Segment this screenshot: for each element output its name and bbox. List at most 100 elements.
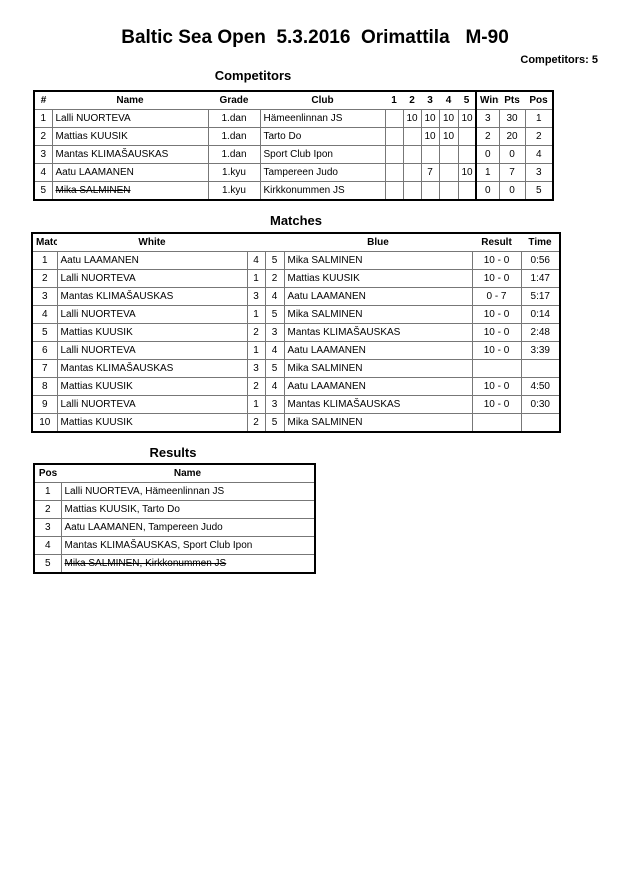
competitor-club: Sport Club Ipon (259, 145, 386, 164)
white-number: 3 (246, 359, 266, 378)
match-result: 10 - 0 (471, 269, 522, 288)
white-competitor: Lalli NUORTEVA (56, 305, 248, 324)
column-header: 5 (458, 91, 476, 110)
column-header: 1 (385, 91, 403, 110)
match-time: 2:48 (520, 323, 561, 342)
match-result: 10 - 0 (471, 305, 522, 324)
table-row: 4 Aatu LAAMANEN 1.kyu Tampereen Judo 7 10 1 7 3 (33, 163, 554, 182)
match-time: 0:56 (520, 251, 561, 270)
score-cell: 10 (420, 127, 440, 146)
competitor-club: Tarto Do (259, 127, 386, 146)
white-number: 1 (246, 305, 266, 324)
table-row: 10 Mattias KUUSIK 2 5 Mika SALMINEN (31, 413, 561, 433)
match-number: 2 (31, 269, 58, 288)
white-number: 2 (246, 413, 266, 433)
score-cell (384, 163, 404, 182)
table-row: 3 Mantas KLIMAŠAUSKAS 3 4 Aatu LAAMANEN 0 - 7… (31, 287, 561, 306)
position: 3 (524, 163, 554, 182)
competitor-grade: 1.dan (207, 109, 261, 128)
column-header: Time (521, 233, 560, 252)
competitor-grade: 1.dan (207, 145, 261, 164)
blue-number: 5 (264, 359, 285, 378)
white-number: 4 (246, 251, 266, 270)
score-cell (384, 181, 404, 201)
wins: 0 (475, 145, 500, 164)
table-row: 2 Mattias KUUSIK, Tarto Do (33, 500, 316, 519)
column-header: 2 (403, 91, 421, 110)
result-position: 2 (33, 500, 62, 519)
score-cell: 10 (457, 163, 477, 182)
table-row: 7 Mantas KLIMAŠAUSKAS 3 5 Mika SALMINEN (31, 359, 561, 378)
column-header: Name (52, 91, 208, 110)
wins: 0 (475, 181, 500, 201)
results-table: Pos Name 1 Lalli NUORTEVA, Hämeenlinnan JS 2… (33, 463, 316, 574)
match-time: 5:17 (520, 287, 561, 306)
blue-competitor: Mattias KUUSIK (283, 269, 473, 288)
column-header: Match (32, 233, 57, 252)
table-row: 8 Mattias KUUSIK 2 4 Aatu LAAMANEN 10 - 0 4:50 (31, 377, 561, 396)
points: 0 (498, 181, 526, 201)
match-number: 8 (31, 377, 58, 396)
column-header: Wins (475, 91, 499, 110)
white-competitor: Mattias KUUSIK (56, 323, 248, 342)
blue-competitor: Mika SALMINEN (283, 359, 473, 378)
match-number: 10 (31, 413, 58, 433)
score-cell (438, 181, 459, 201)
table-row: 5 Mattias KUUSIK 2 3 Mantas KLIMAŠAUSKAS 10 -… (31, 323, 561, 342)
score-cell (457, 181, 477, 201)
score-cell (384, 145, 404, 164)
points: 30 (498, 109, 526, 128)
table-row: 3 Mantas KLIMAŠAUSKAS 1.dan Sport Club Ipon… (33, 145, 554, 164)
score-cell (457, 127, 477, 146)
column-header: Club (260, 91, 385, 110)
blue-number: 4 (264, 287, 285, 306)
blue-number: 2 (264, 269, 285, 288)
match-result (471, 359, 522, 378)
white-number: 3 (246, 287, 266, 306)
column-header: 3 (421, 91, 439, 110)
table-row: 4 Mantas KLIMAŠAUSKAS, Sport Club Ipon (33, 536, 316, 555)
blue-number: 5 (264, 251, 285, 270)
white-number: 2 (246, 323, 266, 342)
wins: 2 (475, 127, 500, 146)
match-number: 1 (31, 251, 58, 270)
competitors-table: #NameGradeClub12345WinsPtsPos1Lalli NUOR… (33, 90, 554, 201)
match-number: 9 (31, 395, 58, 414)
score-cell (402, 163, 422, 182)
match-result: 0 - 7 (471, 287, 522, 306)
column-header: Pos (34, 464, 61, 483)
competitor-number: 3 (33, 145, 53, 164)
white-number: 1 (246, 269, 266, 288)
score-cell (438, 163, 459, 182)
blue-number: 5 (264, 305, 285, 324)
column-header: Name (61, 464, 315, 483)
position: 2 (524, 127, 554, 146)
competitor-name: Mika SALMINEN (51, 181, 209, 201)
wins: 3 (475, 109, 500, 128)
wins: 1 (475, 163, 500, 182)
blue-competitor: Aatu LAAMANEN (283, 377, 473, 396)
competitor-grade: 1.kyu (207, 181, 261, 201)
table-row: 9 Lalli NUORTEVA 1 3 Mantas KLIMAŠAUSKAS 10 -… (31, 395, 561, 414)
score-cell: 10 (420, 109, 440, 128)
match-result: 10 - 0 (471, 395, 522, 414)
table-row: 1 Lalli NUORTEVA 1.dan Hämeenlinnan JS 10 10 1… (33, 109, 554, 128)
score-cell (457, 145, 477, 164)
competitor-name: Aatu LAAMANEN (51, 163, 209, 182)
score-cell: 10 (438, 109, 459, 128)
competitor-club: Kirkkonummen JS (259, 181, 386, 201)
page-title: Baltic Sea Open 5.3.2016 Orimattila M-90 (121, 27, 509, 48)
score-cell: 10 (457, 109, 477, 128)
matches-table: MatchWhiteBlueResultTime1Aatu LAAMANEN45… (31, 232, 561, 433)
points: 0 (498, 145, 526, 164)
white-competitor: Aatu LAAMANEN (56, 251, 248, 270)
match-time: 3:39 (520, 341, 561, 360)
blue-number: 5 (264, 413, 285, 433)
match-number: 6 (31, 341, 58, 360)
table-row: 4 Lalli NUORTEVA 1 5 Mika SALMINEN 10 - 0 0:14 (31, 305, 561, 324)
competitor-club: Hämeenlinnan JS (259, 109, 386, 128)
match-result (471, 413, 522, 433)
blue-number: 3 (264, 395, 285, 414)
competitor-name: Mantas KLIMAŠAUSKAS (51, 145, 209, 164)
